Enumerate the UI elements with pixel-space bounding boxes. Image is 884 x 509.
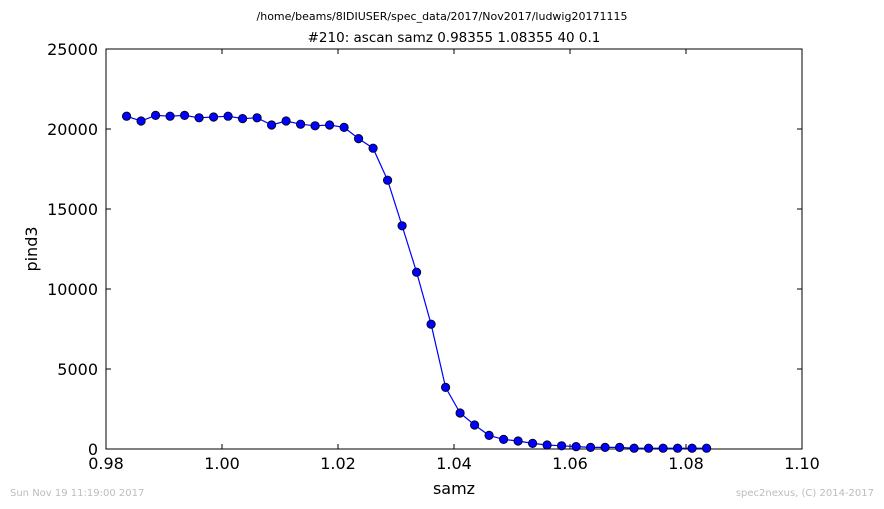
data-point <box>310 121 320 131</box>
x-axis-label: samz <box>433 479 475 498</box>
data-point <box>324 120 335 130</box>
data-point <box>687 443 697 453</box>
data-point <box>585 442 596 452</box>
data-point <box>121 111 132 121</box>
data-point <box>266 120 277 130</box>
x-tick-label: 1.10 <box>784 454 820 473</box>
file-path-suptitle: /home/beams/8IDIUSER/spec_data/2017/Nov2… <box>256 10 628 23</box>
data-point <box>368 143 378 153</box>
x-tick-label: 1.04 <box>436 454 472 473</box>
data-point <box>411 267 422 277</box>
data-point <box>527 438 538 448</box>
x-tick-label: 1.00 <box>204 454 240 473</box>
data-point <box>484 430 494 440</box>
y-tick-label: 5000 <box>57 360 98 379</box>
data-point <box>469 420 480 430</box>
y-tick-label: 15000 <box>47 200 98 219</box>
data-point <box>440 382 451 392</box>
data-point <box>179 110 190 121</box>
y-axis-label: pind3 <box>22 226 41 271</box>
y-tick-label: 20000 <box>47 120 98 139</box>
data-point <box>194 113 204 123</box>
data-point <box>600 442 610 452</box>
data-point <box>498 434 509 444</box>
footer-credit: spec2nexus, (C) 2014-2017 <box>735 488 874 499</box>
data-point <box>165 111 175 121</box>
x-tick-label: 1.08 <box>668 454 704 473</box>
data-point <box>658 443 668 453</box>
data-point <box>281 116 291 126</box>
y-tick-label: 10000 <box>47 280 98 299</box>
data-point <box>295 119 306 129</box>
data-point <box>150 110 161 121</box>
data-point <box>701 443 712 453</box>
data-point <box>426 319 436 329</box>
data-point <box>614 442 625 452</box>
data-point <box>643 443 654 453</box>
data-point <box>136 116 146 126</box>
data-point <box>556 441 567 451</box>
data-point <box>208 112 219 122</box>
data-point <box>629 443 639 453</box>
y-tick-label: 0 <box>88 440 98 459</box>
footer-timestamp: Sun Nov 19 11:19:00 2017 <box>10 488 145 499</box>
data-point <box>455 408 465 418</box>
data-point <box>513 436 523 446</box>
x-tick-label: 1.02 <box>320 454 356 473</box>
data-point <box>237 114 248 124</box>
data-point <box>382 175 393 185</box>
x-tick-label: 1.06 <box>552 454 588 473</box>
axis-ticks: 0.98 1.00 1.02 1.04 1.06 1.08 1.10 0 5000 10000 15… <box>47 40 820 473</box>
chart-title: #210: ascan samz 0.98355 1.08355 40 0.1 <box>307 30 601 46</box>
x-tick-label: 0.98 <box>88 454 124 473</box>
plot-area <box>105 48 803 450</box>
y-tick-label: 25000 <box>47 40 98 59</box>
data-point <box>672 443 683 453</box>
series-layer <box>121 110 712 453</box>
data-point <box>252 113 262 123</box>
data-point <box>542 440 552 450</box>
data-point <box>571 441 581 452</box>
data-point <box>397 221 407 231</box>
data-point <box>223 111 233 121</box>
data-point <box>353 134 364 144</box>
data-point <box>339 122 349 133</box>
